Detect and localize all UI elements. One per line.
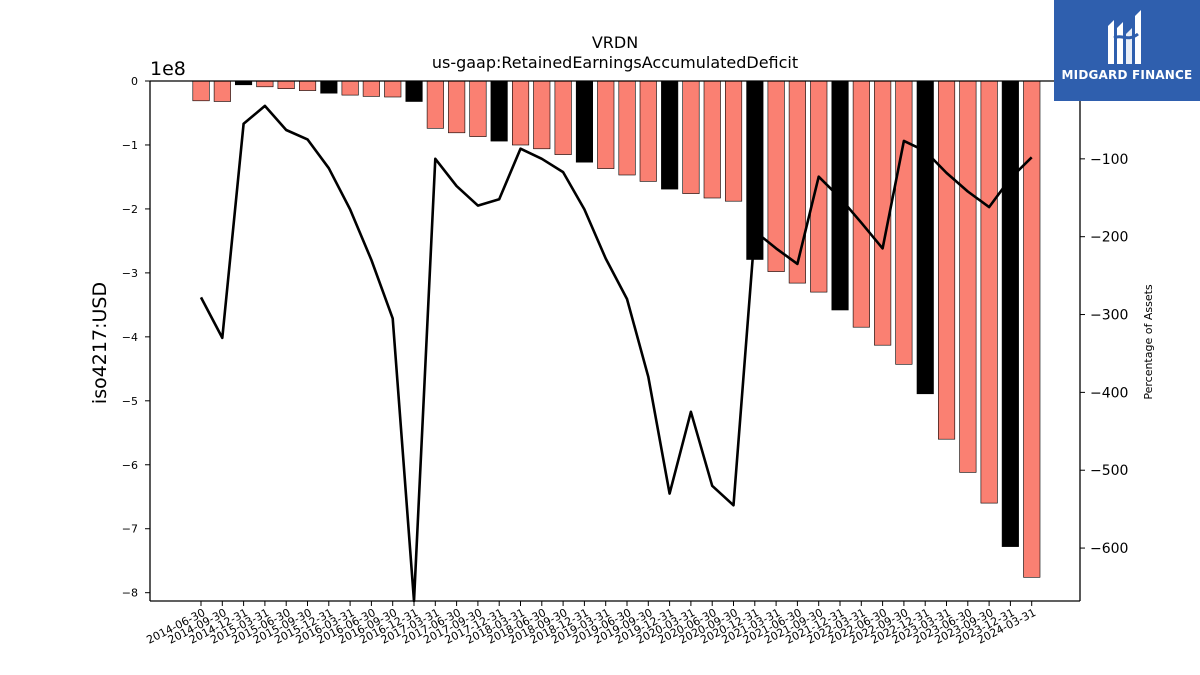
bar xyxy=(980,80,998,504)
bar xyxy=(810,80,828,293)
bar xyxy=(533,80,551,150)
bar xyxy=(618,80,636,176)
bar xyxy=(682,80,700,194)
bar xyxy=(554,80,572,155)
bar xyxy=(511,80,530,146)
line-layer xyxy=(199,104,1033,603)
bar xyxy=(703,80,721,199)
bar xyxy=(959,80,977,473)
bar xyxy=(298,80,317,91)
bar xyxy=(341,80,359,96)
bar xyxy=(597,80,615,169)
y-tick-label: −2 xyxy=(122,203,138,216)
chart-subtitle: us-gaap:RetainedEarningsAccumulatedDefic… xyxy=(432,53,798,72)
y2-tick-label: −300 xyxy=(1090,308,1128,324)
y2-tick-label: −600 xyxy=(1090,541,1128,557)
bar xyxy=(1001,80,1019,547)
midgard-logo-icon xyxy=(1108,10,1141,64)
bar xyxy=(405,80,423,102)
bar xyxy=(831,80,849,311)
bar xyxy=(916,80,934,395)
bar xyxy=(320,80,338,94)
y-offset-label: 1e8 xyxy=(150,58,186,80)
y2-tick-label: −100 xyxy=(1090,152,1128,168)
percentage-line xyxy=(199,104,1033,603)
y-tick-label: −5 xyxy=(122,395,138,408)
y-tick-label: −1 xyxy=(122,139,138,152)
bar xyxy=(661,80,679,190)
bar xyxy=(575,80,594,163)
y-tick-label: −8 xyxy=(122,587,138,600)
brand-logo: MIDGARD FINANCE xyxy=(1054,0,1200,101)
bar xyxy=(277,80,295,89)
chart-title: VRDN xyxy=(592,33,638,52)
y-tick-label: 0 xyxy=(131,75,138,88)
bar xyxy=(852,80,870,328)
bar xyxy=(639,80,657,182)
bar xyxy=(937,80,956,440)
y-axis-label: iso4217:USD xyxy=(89,282,111,404)
bar xyxy=(362,80,380,97)
y2-tick-label: −200 xyxy=(1090,230,1128,246)
bar xyxy=(469,80,487,137)
bar xyxy=(192,80,210,102)
brand-name: MIDGARD FINANCE xyxy=(1061,68,1193,82)
y-tick-label: −3 xyxy=(122,267,138,280)
y2-tick-label: −400 xyxy=(1090,385,1128,401)
bar xyxy=(724,80,743,202)
y-tick-label: −7 xyxy=(122,523,138,536)
bar xyxy=(490,80,508,142)
bar xyxy=(426,80,444,129)
bar xyxy=(213,80,231,102)
bar xyxy=(1023,80,1041,578)
bar xyxy=(448,80,466,134)
bar xyxy=(895,80,913,365)
y-tick-label: −6 xyxy=(122,459,138,472)
bar xyxy=(788,80,806,284)
y2-axis-label: Percentage of Assets xyxy=(1142,284,1155,400)
bar xyxy=(384,80,402,98)
y2-tick-label: −500 xyxy=(1090,463,1128,479)
axes-layer: 0 −1 −2 −3 −4 −5 −6 −7 −8 −100 −200 −300 −400 −500 −60… xyxy=(122,75,1129,647)
y-tick-label: −4 xyxy=(122,331,138,344)
bar xyxy=(256,80,274,88)
bars-layer xyxy=(192,80,1041,578)
